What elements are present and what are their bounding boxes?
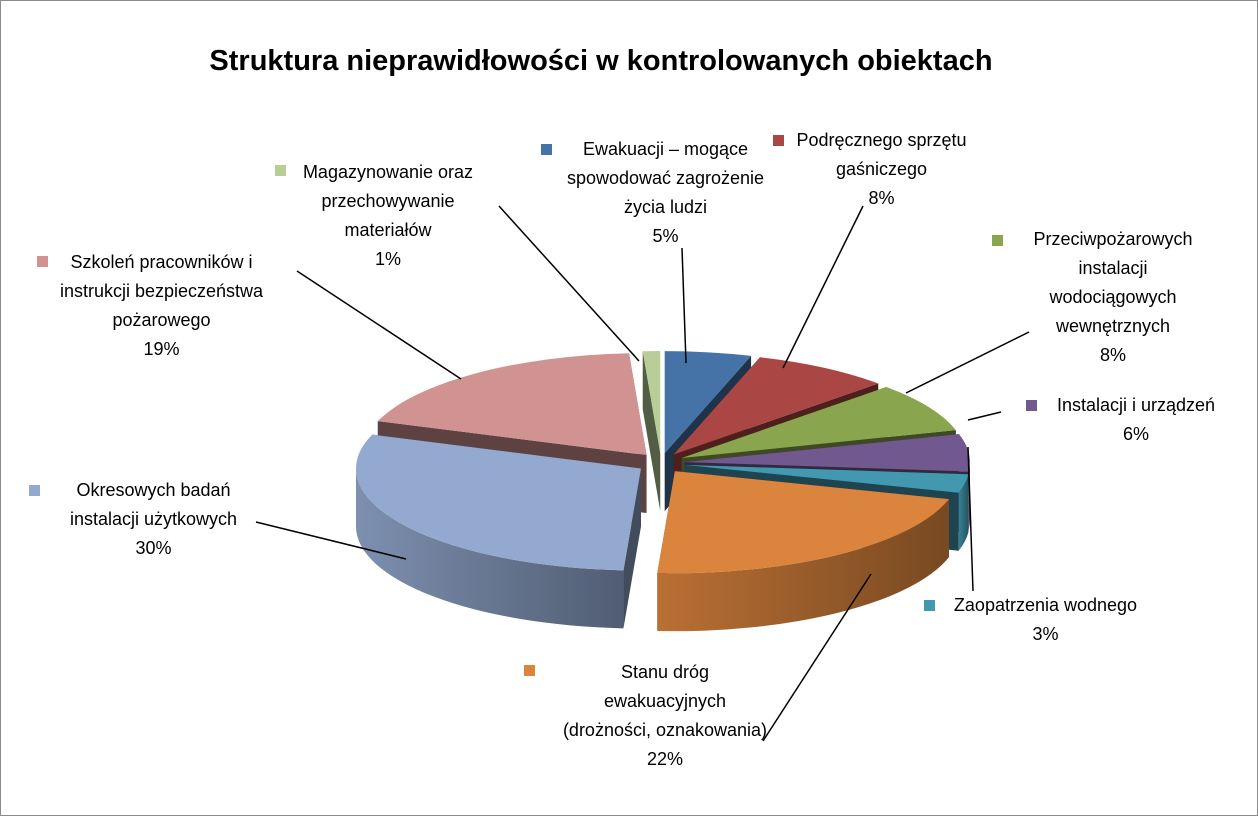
leader-line bbox=[905, 331, 1030, 394]
slice-wall bbox=[958, 474, 969, 551]
value-label: 5% bbox=[652, 226, 679, 246]
data-label: Zaopatrzenia wodnego 3% bbox=[943, 591, 1148, 649]
category-label: Przeciwpożarowych instalacji wodociągowy… bbox=[1033, 229, 1193, 336]
category-label: Zaopatrzenia wodnego bbox=[953, 595, 1138, 615]
category-label: Ewakuacji – mogące spowodować zagrożenie… bbox=[566, 139, 765, 217]
data-label: Ewakuacji – mogące spowodować zagrożenie… bbox=[563, 135, 768, 251]
category-label: Szkoleń pracowników i instrukcji bezpiec… bbox=[59, 252, 264, 330]
legend-marker bbox=[275, 165, 286, 176]
category-label: Okresowych badań instalacji użytkowych bbox=[69, 480, 238, 529]
category-label: Magazynowanie oraz przechowywanie materi… bbox=[302, 162, 474, 240]
slice bbox=[355, 434, 641, 629]
leader-line bbox=[967, 411, 1002, 421]
slice-top bbox=[657, 471, 949, 574]
legend-marker bbox=[29, 485, 40, 496]
category-label: Stanu dróg ewakuacyjnych (drożności, ozn… bbox=[562, 662, 768, 740]
legend-marker bbox=[541, 144, 552, 155]
slice bbox=[642, 351, 661, 512]
leader-line bbox=[296, 270, 462, 380]
data-label: Okresowych badań instalacji użytkowych 30… bbox=[51, 476, 256, 563]
value-label: 8% bbox=[868, 188, 895, 208]
slice bbox=[657, 471, 949, 632]
slice-top bbox=[681, 386, 956, 458]
slice-top bbox=[377, 353, 647, 456]
value-label: 30% bbox=[135, 538, 172, 558]
slice-top bbox=[664, 351, 752, 454]
slice-top bbox=[684, 434, 970, 472]
slice-top bbox=[642, 351, 661, 454]
slice-wall bbox=[355, 468, 624, 629]
data-label: Magazynowanie oraz przechowywanie materi… bbox=[299, 158, 477, 274]
leader-line bbox=[498, 205, 640, 362]
data-label: Stanu dróg ewakuacyjnych (drożności, ozn… bbox=[559, 658, 771, 774]
data-label: Instalacji i urządzeń 6% bbox=[1046, 391, 1226, 449]
leader-line bbox=[967, 446, 974, 592]
legend-marker bbox=[992, 235, 1003, 246]
legend-marker bbox=[773, 135, 784, 146]
legend-marker bbox=[524, 665, 535, 676]
legend-marker bbox=[924, 600, 935, 611]
value-label: 19% bbox=[143, 339, 180, 359]
value-label: 1% bbox=[374, 249, 401, 269]
leader-line bbox=[255, 521, 407, 560]
data-label: Podręcznego sprzętu gaśniczego 8% bbox=[794, 126, 969, 213]
legend-marker bbox=[37, 256, 48, 267]
value-label: 8% bbox=[1099, 345, 1126, 365]
slice-top bbox=[684, 464, 969, 493]
legend-marker bbox=[1026, 400, 1037, 411]
leader-line bbox=[762, 573, 872, 742]
slice-wall bbox=[657, 499, 949, 632]
chart-title: Struktura nieprawidłowości w kontrolowan… bbox=[209, 45, 993, 77]
data-label: Szkoleń pracowników i instrukcji bezpiec… bbox=[59, 248, 264, 364]
leader-line bbox=[782, 205, 864, 369]
slice-top bbox=[355, 434, 641, 571]
value-label: 3% bbox=[1032, 624, 1059, 644]
leader-line bbox=[681, 247, 687, 364]
category-label: Podręcznego sprzętu gaśniczego bbox=[796, 130, 967, 179]
slice-top bbox=[673, 357, 879, 455]
slice-side bbox=[642, 351, 661, 512]
value-label: 6% bbox=[1122, 424, 1149, 444]
category-label: Instalacji i urządzeń bbox=[1056, 395, 1216, 415]
value-label: 22% bbox=[646, 749, 684, 769]
data-label: Przeciwpożarowych instalacji wodociągowy… bbox=[1013, 225, 1213, 370]
